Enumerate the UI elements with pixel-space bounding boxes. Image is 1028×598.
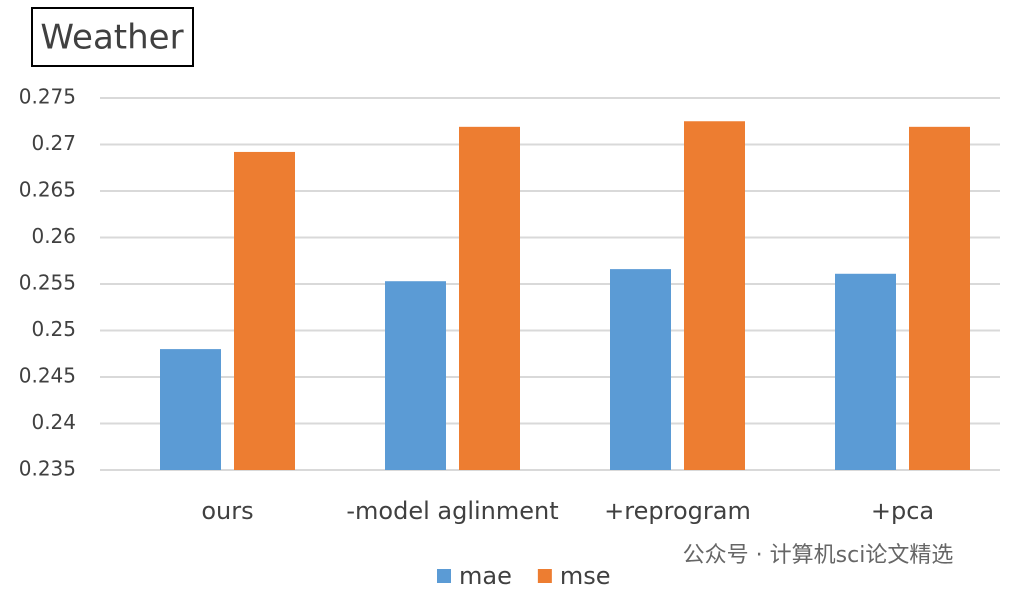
title-box bbox=[31, 7, 194, 67]
x-tick-label: +reprogram bbox=[604, 497, 751, 525]
y-tick-label: 0.255 bbox=[19, 271, 76, 295]
y-tick-label: 0.24 bbox=[31, 410, 76, 434]
watermark: 公众号 · 计算机sci论文精选 bbox=[683, 543, 954, 568]
legend-label: mse bbox=[560, 562, 611, 590]
bar bbox=[684, 121, 745, 470]
bar bbox=[610, 269, 671, 470]
y-tick-label: 0.25 bbox=[31, 317, 76, 341]
legend-swatch bbox=[437, 569, 451, 583]
legend-label: mae bbox=[459, 562, 512, 590]
bar bbox=[160, 349, 221, 470]
x-tick-label: ours bbox=[201, 497, 253, 525]
bar bbox=[835, 273, 896, 470]
bar bbox=[909, 126, 970, 470]
legend-swatch bbox=[537, 569, 552, 583]
y-tick-label: 0.265 bbox=[19, 178, 76, 202]
y-tick-label: 0.26 bbox=[31, 224, 76, 248]
bar bbox=[234, 151, 295, 470]
y-tick-label: 0.275 bbox=[19, 85, 76, 109]
x-tick-label: +pca bbox=[871, 497, 934, 525]
y-tick-label: 0.27 bbox=[31, 131, 76, 155]
x-tick-label: -model aglinment bbox=[346, 497, 558, 525]
chart-title: Weather bbox=[40, 18, 183, 58]
y-tick-label: 0.235 bbox=[19, 457, 76, 481]
bar bbox=[385, 281, 446, 470]
y-tick-label: 0.245 bbox=[19, 364, 76, 388]
bar bbox=[459, 126, 520, 470]
